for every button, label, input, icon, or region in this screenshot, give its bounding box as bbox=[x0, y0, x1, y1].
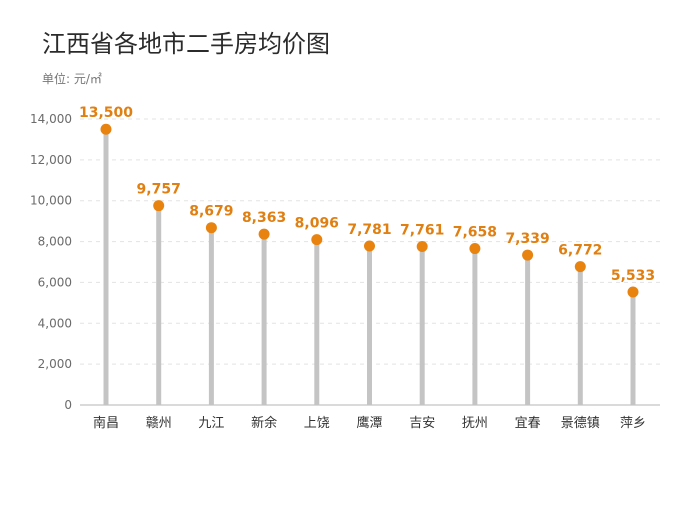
x-category-label: 南昌 bbox=[93, 415, 119, 431]
data-label: 7,761 bbox=[400, 222, 444, 238]
data-label: 8,363 bbox=[242, 210, 286, 226]
x-category-label: 赣州 bbox=[146, 416, 172, 431]
lollipop-dot bbox=[311, 234, 323, 246]
data-label: 7,658 bbox=[453, 225, 497, 241]
y-axis-ticks: 0 2,000 4,000 6,000 8,000 10,000 12,000 14,000 bbox=[30, 112, 72, 412]
unit-label: 单位: 元/㎡ bbox=[42, 72, 102, 86]
y-tick-label: 4,000 bbox=[38, 316, 72, 330]
data-label: 7,339 bbox=[505, 231, 549, 247]
x-category-label: 宜春 bbox=[515, 416, 541, 431]
y-tick-label: 0 bbox=[64, 398, 72, 412]
x-category-label: 上饶 bbox=[304, 416, 330, 431]
x-category-label: 抚州 bbox=[462, 416, 488, 431]
lollipop-dot bbox=[364, 240, 375, 252]
data-label: 13,500 bbox=[79, 105, 133, 121]
chart-title: 江西省各地市二手房均价图 bbox=[42, 30, 330, 58]
lollipop-dot bbox=[469, 243, 481, 255]
data-label: 5,533 bbox=[611, 268, 655, 284]
data-label: 7,781 bbox=[347, 222, 391, 238]
lollipop-dot bbox=[522, 249, 534, 261]
x-category-label: 新余 bbox=[251, 415, 277, 431]
x-category-label: 吉安 bbox=[409, 416, 435, 431]
y-tick-label: 10,000 bbox=[30, 194, 72, 208]
data-label: 8,096 bbox=[295, 216, 339, 232]
lollipop-dot bbox=[258, 228, 270, 240]
y-tick-label: 12,000 bbox=[30, 153, 72, 167]
data-label: 6,772 bbox=[558, 243, 602, 259]
x-category-label: 景德镇 bbox=[561, 416, 600, 431]
y-tick-label: 8,000 bbox=[38, 235, 72, 249]
x-category-label: 九江 bbox=[198, 416, 224, 431]
lollipop-dots bbox=[100, 123, 639, 298]
y-tick-label: 14,000 bbox=[30, 112, 72, 126]
lollipop-dot bbox=[205, 222, 217, 234]
data-label: 8,679 bbox=[189, 204, 233, 220]
y-tick-label: 2,000 bbox=[38, 357, 72, 371]
x-category-label: 鹰潭 bbox=[356, 415, 382, 431]
lollipop-dot bbox=[574, 261, 586, 273]
lollipop-dot bbox=[100, 123, 112, 135]
lollipop-dot bbox=[416, 240, 428, 252]
y-tick-label: 6,000 bbox=[38, 275, 72, 289]
data-label: 9,757 bbox=[137, 182, 181, 198]
x-category-label: 萍乡 bbox=[620, 416, 646, 431]
lollipop-stems bbox=[103, 129, 636, 405]
value-labels: 13,500 9,757 8,679 8,363 8,096 7,781 7,761 7,65… bbox=[79, 105, 655, 284]
category-labels: 南昌 赣州 九江 新余 上饶 鹰潭 吉安 抚州 宜春 景德镇 萍乡 bbox=[93, 415, 646, 431]
lollipop-dot bbox=[153, 200, 165, 212]
lollipop-dot bbox=[627, 286, 639, 298]
